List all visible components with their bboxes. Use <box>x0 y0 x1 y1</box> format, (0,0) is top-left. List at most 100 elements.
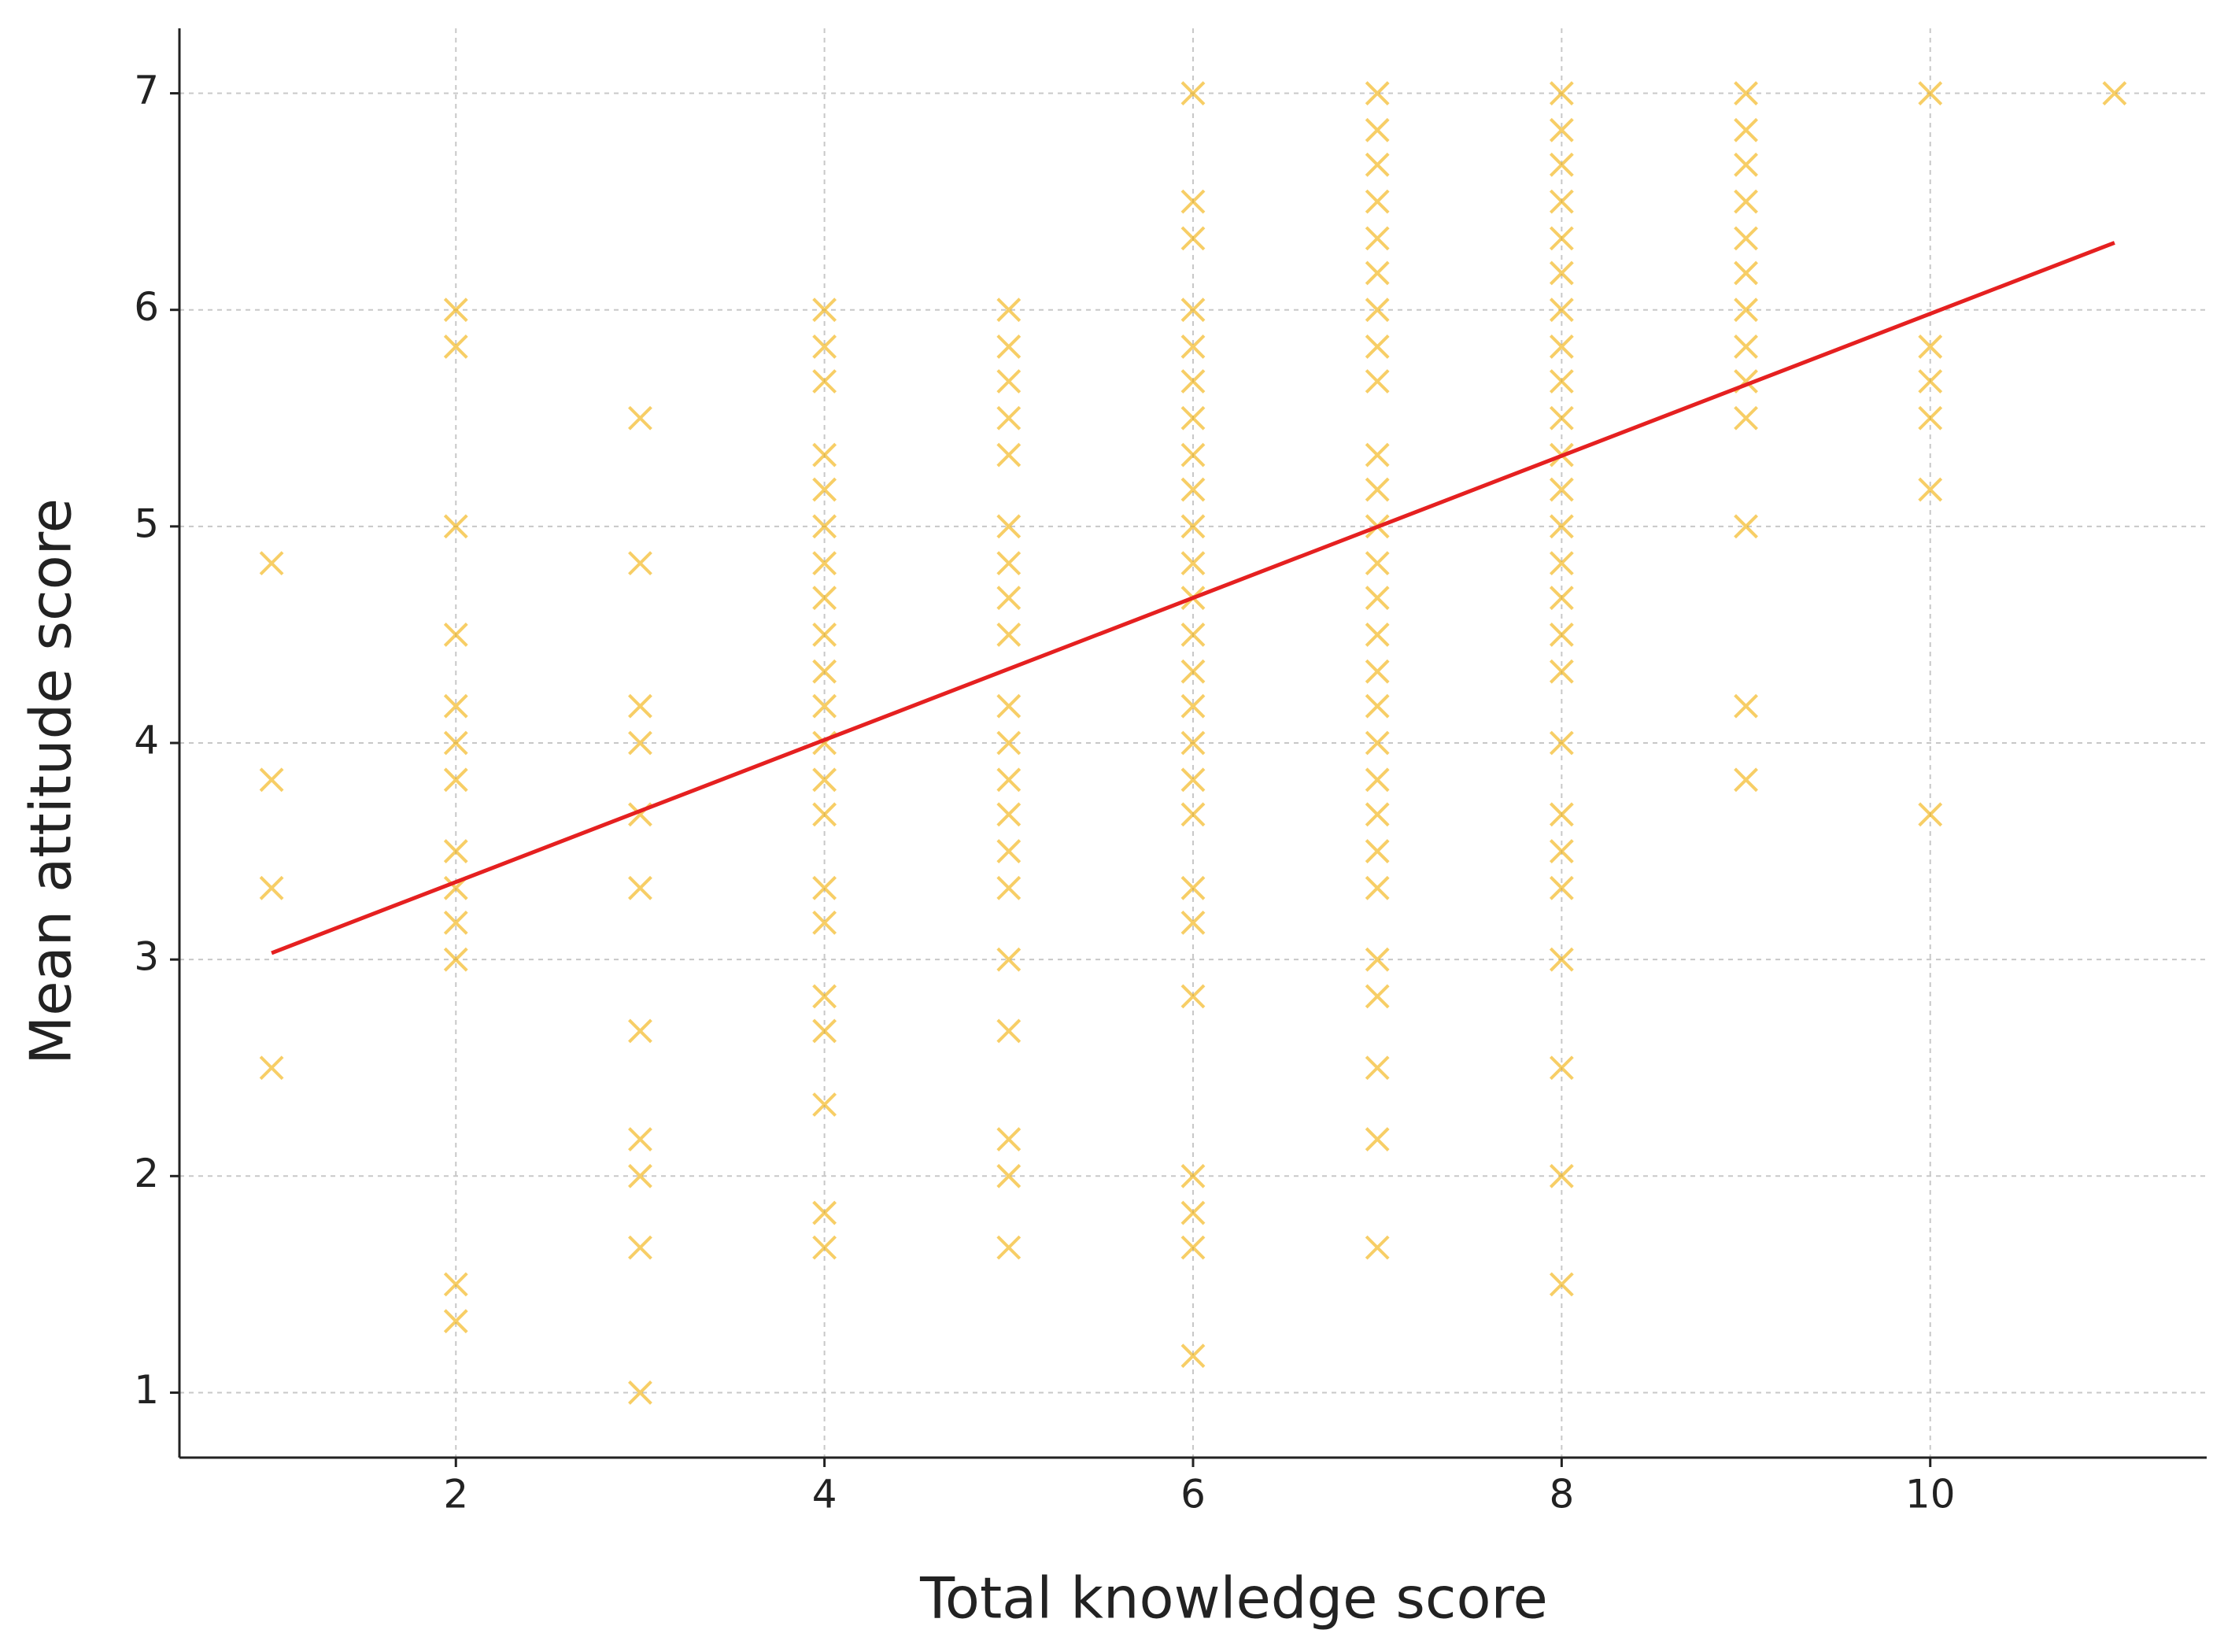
y-tick-label: 3 <box>134 934 159 980</box>
point <box>1365 1235 1390 1260</box>
point <box>996 875 1021 900</box>
y-axis-title: Mean attitude score <box>18 498 84 1065</box>
point <box>259 551 284 576</box>
point <box>1365 477 1390 502</box>
point <box>1734 334 1758 359</box>
point <box>1180 334 1206 359</box>
point <box>1180 298 1206 323</box>
point <box>812 586 837 611</box>
point <box>1180 442 1206 468</box>
point <box>1549 1055 1574 1081</box>
point <box>996 1018 1021 1044</box>
point <box>628 1235 652 1260</box>
point <box>443 298 468 323</box>
point <box>1549 947 1574 972</box>
point <box>1549 261 1574 286</box>
point <box>1549 226 1574 251</box>
point <box>1549 298 1574 323</box>
point <box>1734 81 1758 105</box>
point <box>812 659 837 684</box>
point <box>812 551 837 576</box>
point <box>1180 875 1206 900</box>
point <box>812 802 837 827</box>
point <box>1549 1272 1574 1297</box>
point <box>1549 369 1574 394</box>
point <box>1549 152 1574 177</box>
point <box>1734 261 1758 286</box>
point <box>1734 152 1758 177</box>
point <box>996 334 1021 359</box>
point <box>1365 802 1390 827</box>
point <box>996 514 1021 539</box>
point <box>1365 442 1390 468</box>
point <box>812 369 837 394</box>
point <box>1734 693 1758 719</box>
point <box>996 586 1021 611</box>
point <box>1365 226 1390 251</box>
point <box>812 477 837 502</box>
point <box>1918 369 1943 394</box>
point <box>996 839 1021 863</box>
point <box>443 1272 468 1297</box>
point <box>996 1127 1021 1151</box>
point <box>1549 659 1574 684</box>
x-tick-label: 6 <box>1180 1472 1206 1517</box>
point <box>996 693 1021 719</box>
point <box>812 442 837 468</box>
point <box>1365 693 1390 719</box>
point <box>1734 226 1758 251</box>
point <box>996 623 1021 647</box>
point <box>628 1127 652 1151</box>
point <box>1180 767 1206 793</box>
point <box>1180 405 1206 431</box>
point <box>2102 81 2127 105</box>
point <box>1180 1235 1206 1260</box>
point <box>1549 1163 1574 1188</box>
point <box>1734 767 1758 793</box>
point <box>1365 152 1390 177</box>
point <box>1365 947 1390 972</box>
x-tick-label: 4 <box>812 1472 837 1517</box>
point <box>1180 623 1206 647</box>
point <box>1365 81 1390 105</box>
y-tick-label: 2 <box>134 1151 159 1196</box>
point <box>1180 984 1206 1009</box>
point <box>1549 551 1574 576</box>
point <box>996 369 1021 394</box>
point <box>443 623 468 647</box>
point <box>812 984 837 1009</box>
point <box>1180 369 1206 394</box>
point <box>443 334 468 359</box>
point <box>443 910 468 935</box>
point <box>1180 659 1206 684</box>
point <box>996 730 1021 756</box>
point <box>443 839 468 863</box>
point <box>812 514 837 539</box>
point <box>1549 117 1574 142</box>
x-tick-label: 8 <box>1549 1472 1574 1517</box>
point <box>1734 514 1758 539</box>
point <box>1734 298 1758 323</box>
point <box>1365 261 1390 286</box>
point <box>628 693 652 719</box>
point <box>1549 81 1574 105</box>
point <box>1549 189 1574 214</box>
point <box>1918 405 1943 431</box>
point <box>812 910 837 935</box>
x-tick-label: 2 <box>443 1472 468 1517</box>
point <box>628 405 652 431</box>
point <box>1918 81 1943 105</box>
point <box>1365 767 1390 793</box>
point <box>1549 875 1574 900</box>
point <box>443 730 468 756</box>
point <box>443 693 468 719</box>
point <box>1180 551 1206 576</box>
point <box>812 1018 837 1044</box>
point <box>812 298 837 323</box>
point <box>1549 802 1574 827</box>
point <box>628 1018 652 1044</box>
point <box>628 730 652 756</box>
point <box>996 767 1021 793</box>
point <box>812 767 837 793</box>
